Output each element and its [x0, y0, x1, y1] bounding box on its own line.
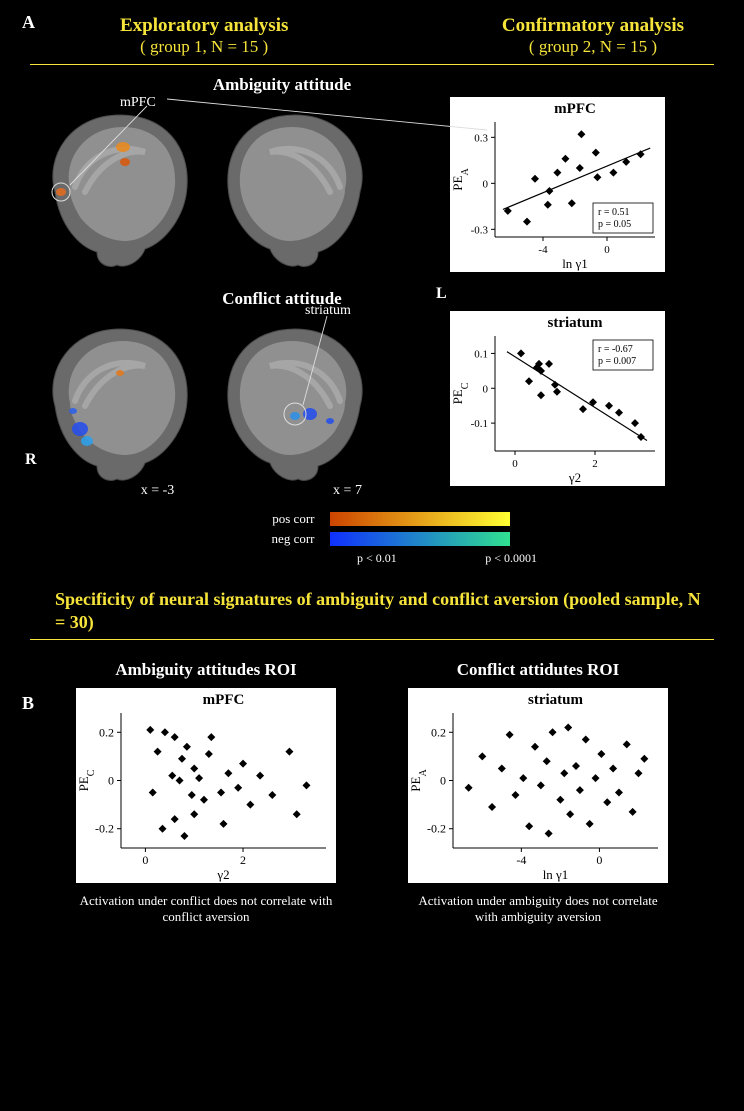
- svg-text:γ2: γ2: [568, 470, 581, 485]
- svg-text:-4: -4: [516, 853, 526, 867]
- exploratory-header: Exploratory analysis ( group 1, N = 15 ): [120, 15, 288, 57]
- svg-text:r = 0.51: r = 0.51: [598, 207, 629, 218]
- panel-a-label: A: [22, 12, 35, 33]
- brain-ambiguity-right: [215, 97, 390, 277]
- conflict-subtitle: Conflict attitude: [0, 289, 744, 309]
- svg-text:-0.2: -0.2: [427, 821, 446, 835]
- svg-text:0: 0: [483, 383, 489, 395]
- exploratory-title: Exploratory analysis: [120, 15, 288, 37]
- svg-text:0: 0: [604, 244, 610, 256]
- svg-text:0.1: 0.1: [474, 348, 488, 360]
- p-right: p < 0.0001: [485, 551, 537, 566]
- svg-text:0: 0: [512, 458, 518, 470]
- svg-text:-0.1: -0.1: [471, 418, 488, 430]
- panel-b-left: Ambiguity attitudes ROI -0.2 0 0.2 0 2 mPFC γ2…: [76, 660, 336, 925]
- striatum-annot: striatum: [305, 303, 351, 319]
- panel-b-right: Conflict attidutes ROI -0.2 0 0.2 -4 0 striat…: [408, 660, 668, 925]
- svg-text:0.2: 0.2: [99, 725, 114, 739]
- svg-text:0: 0: [440, 773, 446, 787]
- scatter-striatum-b: -0.2 0 0.2 -4 0 striatum ln γ1 PEA: [408, 688, 668, 888]
- svg-text:striatum: striatum: [528, 692, 583, 708]
- svg-text:p = 0.05: p = 0.05: [598, 219, 631, 230]
- panel-a-header: Exploratory analysis ( group 1, N = 15 )…: [0, 0, 744, 62]
- scatter-mpfc-a: -0.3 0 0.3 -4 0 mPFC ln γ1 PEA r = 0.51p = 0.05: [450, 97, 665, 277]
- negcorr-label: neg corr: [235, 531, 315, 547]
- row-ambiguity: mPFC -0.3 0 0.3 -4 0 mPFC ln γ1 PEA r = 0.51p = …: [0, 97, 744, 277]
- brain-conflict-left: [25, 311, 200, 491]
- b-left-caption: Activation under conflict does not corre…: [76, 893, 336, 925]
- svg-text:0: 0: [483, 178, 489, 190]
- brain-ambiguity-left: [25, 97, 200, 277]
- scatter-mpfc-b: -0.2 0 0.2 0 2 mPFC γ2 PEC: [76, 688, 336, 888]
- row-conflict: R striatum L -0.100.102striatumγ2PECr = …: [0, 311, 744, 491]
- panel-b-label: B: [22, 693, 34, 714]
- svg-text:2: 2: [592, 458, 598, 470]
- confirmatory-title: Confirmatory analysis: [502, 15, 684, 37]
- p-left: p < 0.01: [357, 551, 397, 566]
- b-left-subtitle: Ambiguity attitudes ROI: [76, 660, 336, 680]
- b-right-caption: Activation under ambiguity does not corr…: [408, 893, 668, 925]
- svg-text:0: 0: [596, 853, 602, 867]
- negcorr-bar: [330, 532, 510, 546]
- ambiguity-subtitle: Ambiguity attitude: [0, 75, 744, 95]
- svg-text:mPFC: mPFC: [554, 101, 596, 117]
- panel-b-title: Specificity of neural signatures of ambi…: [0, 580, 744, 637]
- svg-text:2: 2: [240, 853, 246, 867]
- divider: [30, 64, 714, 65]
- confirmatory-header: Confirmatory analysis ( group 2, N = 15 …: [502, 15, 684, 57]
- svg-text:0: 0: [108, 773, 114, 787]
- brain-conflict-right: [215, 311, 390, 491]
- svg-text:p = 0.007: p = 0.007: [598, 356, 636, 367]
- svg-text:ln γ1: ln γ1: [543, 867, 569, 882]
- confirmatory-sub: ( group 2, N = 15 ): [502, 37, 684, 57]
- colorbar-block: pos corr neg corr p < 0.01 p < 0.0001: [0, 511, 744, 566]
- svg-text:mPFC: mPFC: [203, 692, 245, 708]
- svg-text:striatum: striatum: [548, 315, 603, 331]
- svg-text:0.3: 0.3: [474, 132, 488, 144]
- svg-text:ln γ1: ln γ1: [562, 256, 588, 271]
- svg-text:0.2: 0.2: [431, 725, 446, 739]
- exploratory-sub: ( group 1, N = 15 ): [120, 37, 288, 57]
- svg-text:PEC: PEC: [450, 382, 471, 404]
- l-label: L: [436, 285, 447, 303]
- poscorr-bar: [330, 512, 510, 526]
- svg-text:γ2: γ2: [216, 867, 229, 882]
- svg-text:-4: -4: [538, 244, 548, 256]
- svg-text:-0.3: -0.3: [471, 224, 489, 236]
- b-right-subtitle: Conflict attidutes ROI: [408, 660, 668, 680]
- figure: A Exploratory analysis ( group 1, N = 15…: [0, 0, 744, 945]
- svg-text:PEA: PEA: [450, 168, 471, 191]
- svg-text:r = -0.67: r = -0.67: [598, 344, 633, 355]
- svg-text:PEC: PEC: [76, 769, 97, 791]
- svg-text:PEA: PEA: [408, 768, 429, 791]
- poscorr-label: pos corr: [235, 511, 315, 527]
- scatter-striatum-a: -0.1 0 0.1 0 2 striatum γ2 PEC r = -0.67p = 0.00…: [450, 311, 665, 491]
- panel-b-row: Ambiguity attitudes ROI -0.2 0 0.2 0 2 mPFC γ2…: [0, 650, 744, 945]
- divider-b: [30, 639, 714, 640]
- svg-text:-0.2: -0.2: [95, 821, 114, 835]
- svg-text:0: 0: [142, 853, 148, 867]
